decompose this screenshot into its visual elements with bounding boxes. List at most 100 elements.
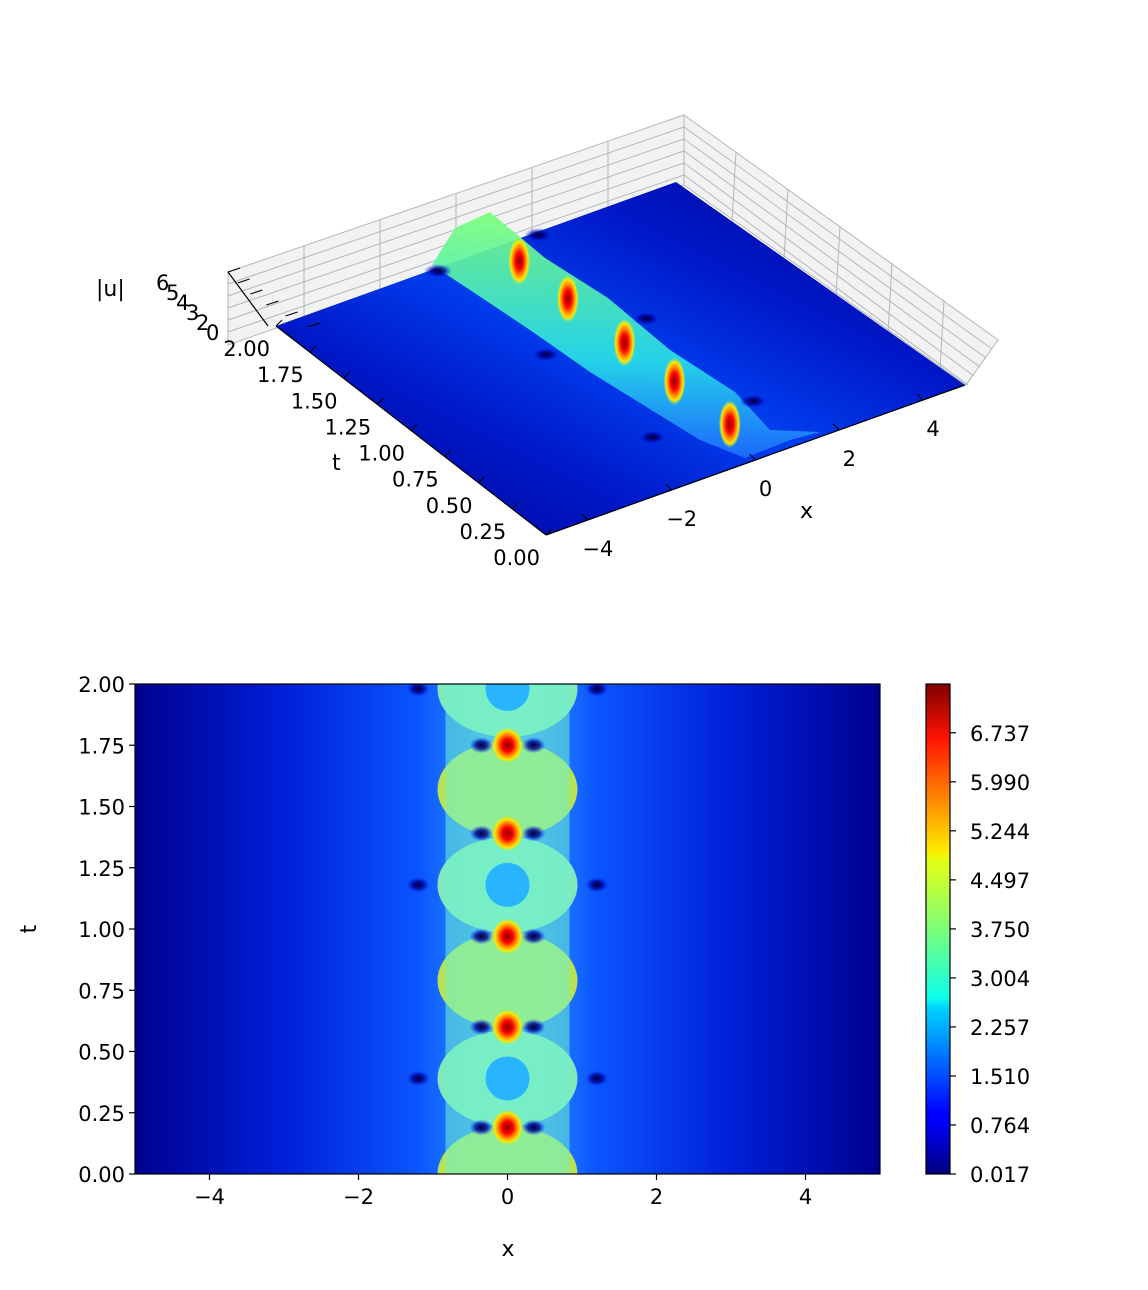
t-tick-mark-3d: [478, 476, 485, 484]
colorbar-ticks: 0.017 0.764 1.510 2.257 3.004 3.750 4.497 5.244…: [950, 722, 1030, 1187]
grid-line: [731, 151, 737, 223]
t-tick-label-3d: 1.75: [257, 363, 304, 387]
heatmap-plot: −4 −2 0 2 4 0.00 0.25 0.50 0.75 1.00 1.25 1.50 1.75 2…: [17, 673, 1030, 1262]
y-tick-label: 1.00: [78, 918, 125, 942]
z-tick-mark-3d: [307, 322, 321, 328]
y-tick-label: 2.00: [78, 673, 125, 697]
t-tick-mark-3d: [275, 319, 283, 327]
grid-line: [683, 150, 981, 368]
grid-line: [939, 299, 945, 371]
x-tick-mark-3d: [832, 423, 840, 431]
heatmap-peak: [491, 918, 524, 955]
colorbar: [925, 683, 951, 1175]
x-tick-label-3d: −2: [666, 507, 697, 531]
y-tick-label: 1.75: [78, 734, 125, 758]
y-tick-label: 0.25: [78, 1102, 125, 1126]
colorbar-tick-label: 5.244: [970, 820, 1030, 844]
x-tick-label-3d: −4: [582, 537, 613, 561]
heatmap-hole: [485, 862, 530, 907]
heatmap-dark-spot: [469, 1119, 494, 1136]
y-tick-label: 1.25: [78, 857, 125, 881]
surface-plot: −4−20240.000.250.500.751.001.251.501.752…: [96, 114, 999, 570]
y-tick-label: 0.75: [78, 979, 125, 1003]
colorbar-tick-label: 0.017: [970, 1163, 1030, 1187]
x-tick-mark-3d: [749, 453, 756, 461]
colorbar-tick-label: 1.510: [970, 1065, 1030, 1089]
z-tick-label-3d: 3: [186, 301, 199, 325]
heatmap-dark-spot: [469, 928, 494, 945]
z-tick-label-3d: 5: [166, 281, 179, 305]
grid-line: [783, 188, 789, 260]
x-tick-mark-3d: [916, 393, 924, 401]
heatmap-dark-spot: [406, 684, 431, 697]
grid-line: [683, 174, 969, 386]
surface-peak: [508, 237, 531, 286]
ticks-3d: −4−20240.000.250.500.751.001.251.501.752…: [156, 267, 940, 570]
x-tick-label-3d: 4: [926, 417, 939, 441]
surface-dip: [632, 311, 661, 326]
heatmap-dark-spot: [584, 876, 609, 893]
y-tick-label: 0.50: [78, 1041, 125, 1065]
t-axis-label-3d: t: [332, 451, 341, 476]
colorbar-tick-label: 0.764: [970, 1114, 1030, 1138]
z-tick-mark-3d: [237, 278, 250, 284]
x-tick-mark-3d: [581, 513, 589, 521]
x-tick-label: 0: [501, 1185, 514, 1209]
t-tick-mark-3d: [511, 502, 519, 510]
t-tick-label-3d: 1.00: [358, 442, 405, 466]
t-tick-label-3d: 0.00: [493, 546, 540, 570]
back-pane-right: [683, 114, 999, 386]
t-tick-label-3d: 0.75: [392, 468, 439, 492]
x-tick-label: −4: [194, 1185, 225, 1209]
heatmap-holes: [485, 684, 530, 1101]
heatmap-dark-spot: [469, 737, 494, 754]
y-tick-label: 1.50: [78, 796, 125, 820]
colorbar-tick-label: 4.497: [970, 869, 1030, 893]
heatmap-dark-spot: [469, 1019, 494, 1035]
t-tick-label-3d: 2.00: [223, 337, 270, 361]
x-tick-mark-3d: [665, 483, 673, 491]
z-tick-mark-3d: [250, 289, 263, 295]
heatmap-dark-spot: [521, 928, 546, 945]
heatmap-dark-spot: [521, 1119, 546, 1136]
t-tick-label-3d: 0.50: [426, 494, 473, 518]
x-tick-label-3d: 0: [759, 477, 772, 501]
t-tick-mark-3d: [376, 398, 384, 405]
x-axis-label-3d: x: [800, 499, 813, 524]
x-tick-label: −2: [343, 1185, 374, 1209]
heatmap-peak: [491, 1009, 524, 1045]
colorbar-tick-label: 6.737: [970, 722, 1030, 746]
heatmap-bands: [437, 684, 578, 1174]
heatmap-dark-spot: [521, 1019, 546, 1035]
grid-line: [835, 225, 841, 297]
heatmap-peak: [491, 727, 524, 764]
heatmap-peaks: [491, 727, 524, 1146]
surface-peak: [718, 400, 741, 449]
x-axis-label: x: [501, 1237, 514, 1262]
z-tick-label-3d: 4: [176, 291, 189, 315]
y-axis-label: t: [17, 924, 42, 933]
heatmap-dark-spot: [406, 876, 431, 893]
surface-dip: [531, 347, 560, 362]
heatmap-hole: [485, 1056, 530, 1101]
colorbar-tick-label: 2.257: [970, 1016, 1030, 1040]
y-tick-label: 0.00: [78, 1163, 125, 1187]
surface-peak: [663, 357, 686, 406]
surface-dips: [423, 228, 768, 445]
t-tick-label-3d: 0.25: [459, 520, 506, 544]
surface-dip: [524, 228, 553, 243]
heatmap-ticks: −4 −2 0 2 4 0.00 0.25 0.50 0.75 1.00 1.25 1.50 1.75 2…: [78, 673, 812, 1209]
heatmap-dark-spot: [521, 825, 546, 842]
heatmap-dark-spot: [584, 684, 609, 697]
colorbar-tick-label: 3.004: [970, 967, 1030, 991]
t-tick-mark-3d: [343, 371, 350, 379]
surface-peak: [556, 274, 579, 323]
surface-peaks: [508, 237, 741, 449]
z-tick-label-3d: 6: [156, 271, 169, 295]
surface-peak: [613, 318, 636, 367]
z-tick-mark-3d: [227, 267, 241, 273]
colorbar-tick-label: 5.990: [970, 771, 1030, 795]
t-tick-mark-3d: [410, 424, 418, 431]
z-axis-label-3d: |u|: [96, 277, 125, 302]
